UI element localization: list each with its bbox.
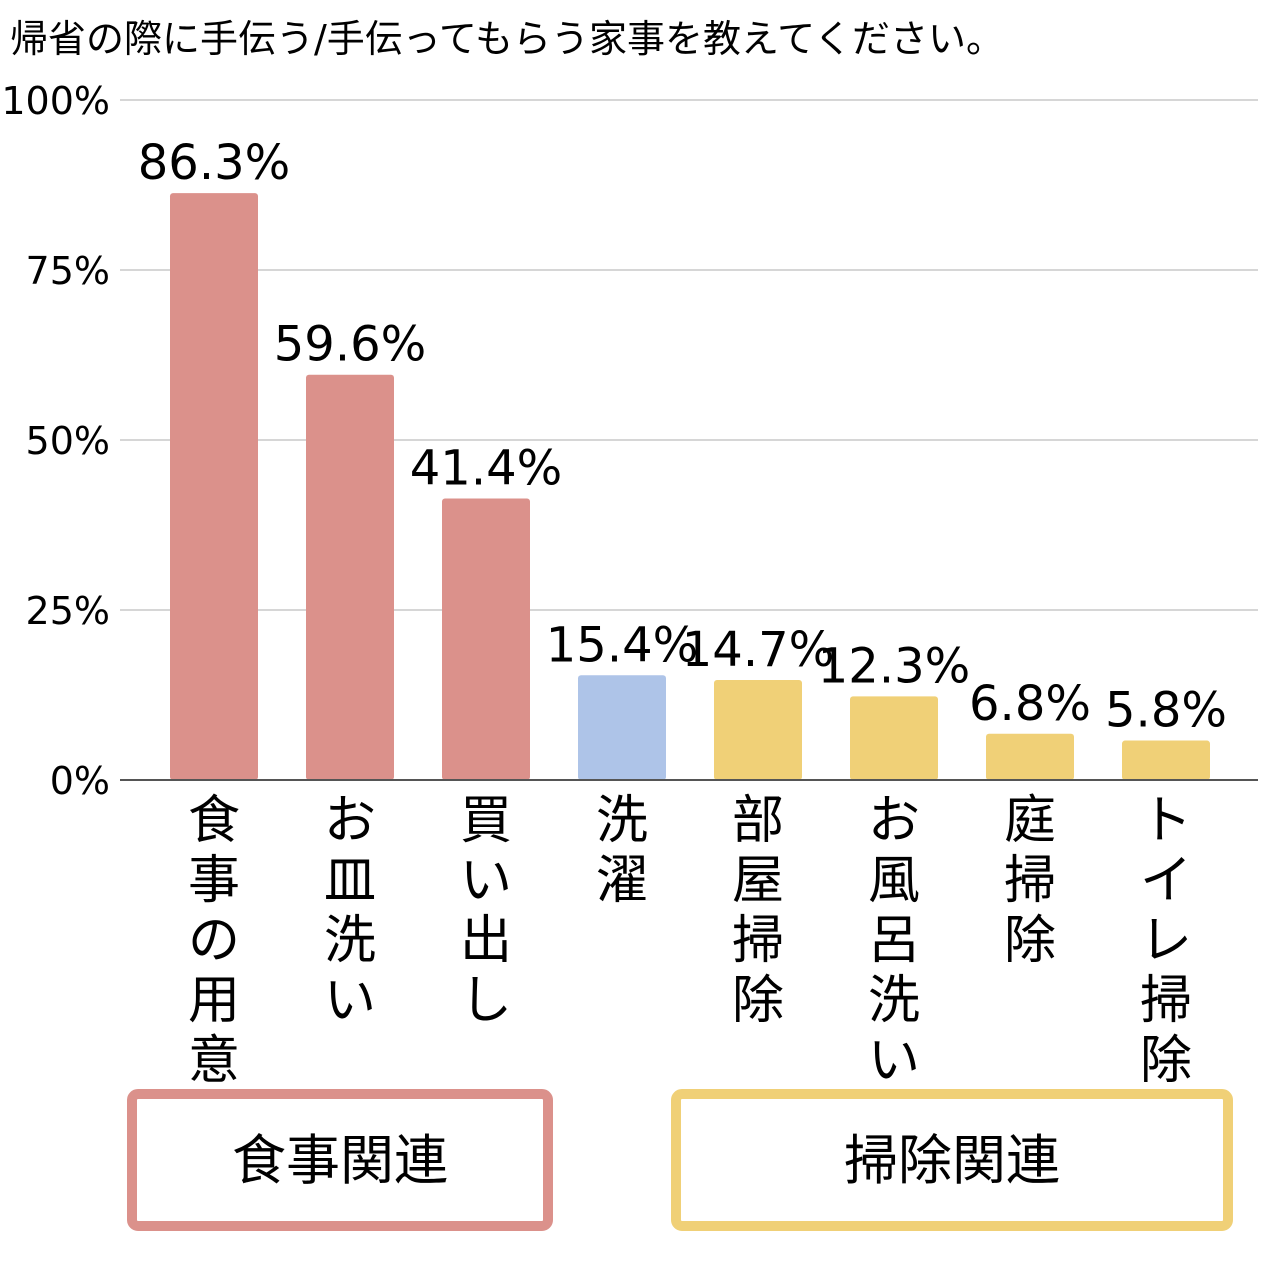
y-tick-label: 100%	[1, 79, 110, 123]
value-label: 5.8%	[1105, 683, 1227, 739]
group-boxes: 食事関連 掃除関連	[127, 1089, 1233, 1231]
category-label: 部屋掃除	[732, 791, 784, 1031]
category-label: 買い出し	[460, 791, 512, 1031]
y-tick-label: 0%	[50, 759, 110, 803]
category-label: 庭掃除	[1004, 791, 1056, 971]
category-labels: 食事の用意 お皿洗い 買い出し 洗濯 部屋掃除 お風呂洗い 庭掃除 トイレ掃除	[188, 791, 1192, 1091]
bar	[306, 374, 394, 780]
group-label: 食事関連	[232, 1129, 448, 1192]
value-label: 59.6%	[274, 317, 426, 373]
bar	[442, 498, 530, 780]
bar	[170, 193, 258, 780]
value-label: 41.4%	[410, 440, 562, 496]
bar	[714, 680, 802, 780]
value-label: 6.8%	[969, 676, 1091, 732]
category-label: 食事の用意	[188, 791, 240, 1091]
bar	[986, 733, 1074, 780]
value-label: 12.3%	[818, 638, 970, 694]
group-box	[671, 1089, 1233, 1231]
category-label: お風呂洗い	[868, 791, 920, 1091]
chart-title: 帰省の際に手伝う/手伝ってもらう家事を教えてください。	[10, 17, 1004, 61]
y-axis-ticks: 0% 25% 50% 75% 100%	[1, 79, 110, 803]
bar	[850, 696, 938, 780]
value-label: 14.7%	[682, 622, 834, 678]
value-label: 86.3%	[138, 135, 290, 191]
category-label: トイレ掃除	[1140, 791, 1192, 1091]
y-tick-label: 50%	[26, 419, 110, 463]
category-label: 洗濯	[596, 791, 648, 911]
value-labels: 86.3% 59.6% 41.4% 15.4%14.7%12.3%6.8% 5.8%	[138, 135, 1227, 738]
bars	[170, 193, 1210, 780]
group-box	[127, 1089, 553, 1231]
bar	[1122, 740, 1210, 780]
bar	[578, 675, 666, 780]
category-label: お皿洗い	[324, 791, 376, 1031]
y-tick-label: 75%	[26, 249, 110, 293]
group-label: 掃除関連	[844, 1129, 1060, 1192]
y-tick-label: 25%	[26, 589, 110, 633]
value-label: 15.4%	[546, 617, 698, 673]
